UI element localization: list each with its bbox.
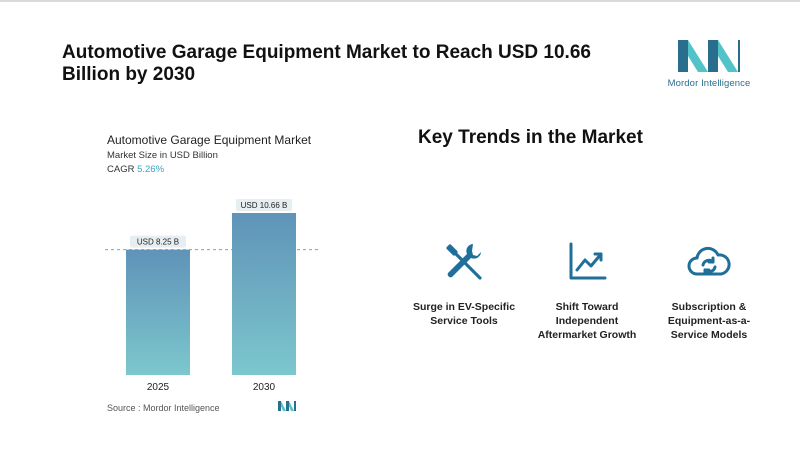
- chart-title: Automotive Garage Equipment Market: [107, 133, 312, 147]
- trends-title: Key Trends in the Market: [418, 127, 643, 148]
- bar-2030: [232, 213, 296, 375]
- x-tick-label: 2030: [253, 382, 276, 393]
- data-label-bg: [236, 199, 292, 211]
- trend-label: Surge in EV-Specific Service Tools: [412, 301, 516, 327]
- page-title: Automotive Garage Equipment Market to Re…: [62, 42, 591, 85]
- data-label: USD 10.66 B: [241, 201, 288, 210]
- chart-source: Source : Mordor Intelligence: [107, 403, 220, 413]
- bar-chart: USD 8.25 B 2025 USD 10.66 B 2030: [105, 199, 320, 393]
- chart-subtitle: Market Size in USD Billion: [107, 150, 218, 161]
- trend-ev-tools: Surge in EV-Specific Service Tools: [399, 238, 529, 328]
- chart-cagr: CAGR 5.26%: [107, 164, 164, 175]
- mini-logo-icon: [278, 401, 296, 411]
- trend-subscription: Subscription & Equipment-as-a- Service M…: [644, 238, 774, 342]
- data-label-bg: [130, 235, 186, 248]
- mordor-intelligence-logo: [678, 40, 740, 72]
- growth-chart-icon: [569, 242, 607, 280]
- tools-icon: [446, 244, 482, 280]
- top-divider: [0, 0, 800, 2]
- cloud-sync-icon: [687, 246, 731, 276]
- trend-label: Subscription & Equipment-as-a- Service M…: [667, 301, 751, 341]
- bar-2025: [126, 249, 190, 375]
- trend-aftermarket: Shift Toward Independent Aftermarket Gro…: [522, 238, 652, 342]
- cagr-value: 5.26%: [137, 164, 165, 175]
- cagr-label: CAGR: [107, 164, 135, 175]
- x-tick-label: 2025: [147, 382, 170, 393]
- trend-label: Shift Toward Independent Aftermarket Gro…: [537, 301, 637, 341]
- logo-wordmark: Mordor Intelligence: [667, 78, 751, 89]
- data-label: USD 8.25 B: [137, 238, 179, 247]
